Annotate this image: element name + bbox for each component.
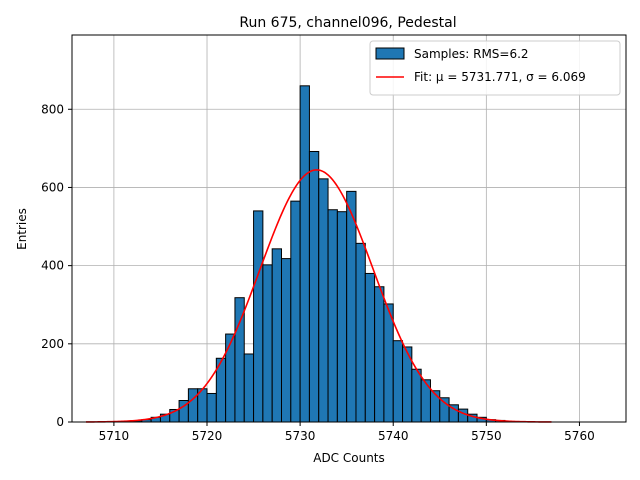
x-tick-label: 5740 [378, 429, 409, 443]
y-tick-label: 800 [41, 102, 64, 116]
x-tick-label: 5730 [285, 429, 316, 443]
x-tick-label: 5720 [192, 429, 223, 443]
y-axis-label: Entries [15, 208, 29, 250]
histogram-bar [383, 303, 394, 423]
histogram-bars [113, 85, 506, 423]
histogram-bar [262, 264, 273, 423]
histogram-bar [187, 388, 199, 423]
y-tick-label: 600 [41, 180, 64, 194]
histogram-bar [346, 190, 357, 423]
histogram-bar [364, 272, 376, 423]
legend-hist-label: Samples: RMS=6.2 [414, 47, 529, 61]
histogram-bar [253, 210, 264, 423]
histogram-bar [308, 150, 320, 423]
x-tick-label: 5710 [99, 429, 130, 443]
histogram-bar [429, 390, 441, 423]
legend-fit-label: Fit: μ = 5731.771, σ = 6.069 [414, 70, 586, 84]
legend: Samples: RMS=6.2 Fit: μ = 5731.771, σ = … [369, 40, 621, 96]
y-tick-label: 0 [56, 415, 64, 429]
histogram-bar [271, 248, 282, 423]
histogram-bar [336, 211, 348, 423]
histogram-bar [327, 209, 338, 423]
y-tick-label: 400 [41, 259, 64, 273]
histogram-bar [439, 397, 450, 423]
x-axis-label: ADC Counts [313, 451, 385, 465]
y-tick-label: 200 [41, 337, 64, 351]
histogram-bar [225, 333, 236, 423]
y-axis-ticks: 0 200 400 600 800 [41, 102, 72, 429]
plot-frame [71, 34, 627, 423]
histogram-bar [411, 368, 422, 423]
legend-box [369, 40, 621, 96]
x-tick-label: 5750 [471, 429, 502, 443]
histogram-bar [299, 85, 310, 423]
histogram-bar [355, 242, 366, 423]
histogram-bar [243, 353, 255, 423]
legend-hist-swatch [375, 47, 405, 60]
histogram-bar [392, 340, 404, 423]
x-axis-ticks: 5710 5720 5730 5740 5750 5760 [99, 422, 595, 443]
histogram-bar [290, 200, 301, 423]
chart-title: Run 675, channel096, Pedestal [239, 15, 456, 31]
gaussian-fit-line [85, 169, 552, 423]
x-tick-label: 5760 [564, 429, 595, 443]
histogram-bar [374, 286, 385, 423]
histogram-bar [280, 258, 292, 423]
histogram-bar [206, 392, 217, 423]
histogram-bar [318, 178, 329, 423]
